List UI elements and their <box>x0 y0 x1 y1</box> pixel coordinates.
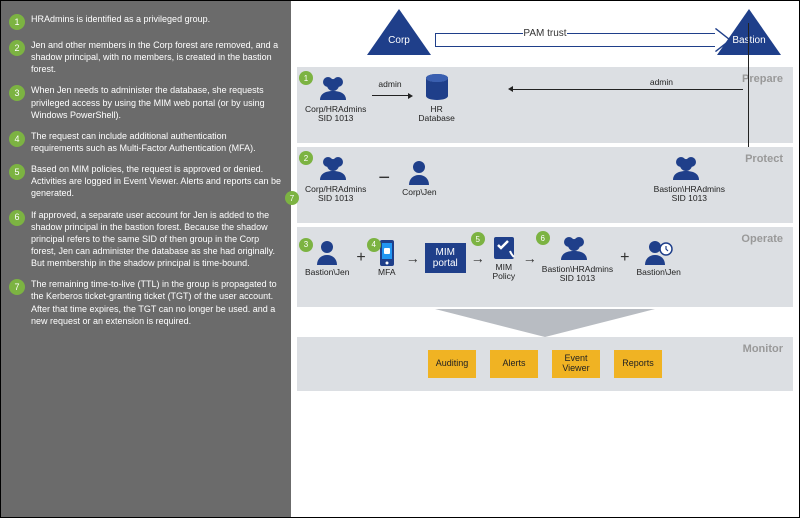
step-num-4: 4 <box>9 131 25 147</box>
chevron-down <box>435 309 655 337</box>
admin-arrow-long <box>513 89 743 90</box>
badge-6: 6 <box>536 231 550 245</box>
corp-hradmins-label-2: Corp/HRAdmins SID 1013 <box>305 185 366 204</box>
corp-label: Corp <box>367 35 431 46</box>
monitor-auditing: Auditing <box>428 350 476 378</box>
bastion-triangle <box>717 9 781 55</box>
corp-jen-label: Corp\Jen <box>402 188 437 197</box>
step-text-6: If approved, a separate user account for… <box>31 209 281 270</box>
lane-protect-title: Protect <box>745 153 783 165</box>
arrow-icon-1: → <box>404 250 422 266</box>
step-text-5: Based on MIM policies, the request is ap… <box>31 163 281 199</box>
mim-policy-label: MIM Policy <box>492 263 515 282</box>
mfa-label: MFA <box>378 268 395 277</box>
entity-bastion-hradmins-2: 6 Bastion\HRAdmins SID 1013 <box>542 233 613 284</box>
lane-monitor: Monitor Auditing Alerts Event Viewer Rep… <box>297 337 793 391</box>
group-icon <box>559 233 595 263</box>
user-clock-icon <box>645 240 673 266</box>
entity-bastion-jen-1: 3 Bastion\Jen <box>305 240 349 277</box>
group-icon <box>318 73 354 103</box>
step-text-3: When Jen needs to administer the databas… <box>31 84 281 120</box>
corp-hradmins-label-1: Corp/HRAdmins SID 1013 <box>305 105 366 124</box>
corp-triangle <box>367 9 431 55</box>
lane-protect: Protect 2 Corp/HRAdmins SID 1013 − Corp\… <box>297 147 793 223</box>
monitor-alerts: Alerts <box>490 350 538 378</box>
badge-4: 4 <box>367 238 381 252</box>
steps-panel: 1 HRAdmins is identified as a privileged … <box>1 1 291 517</box>
step-6: 6 If approved, a separate user account fo… <box>9 209 281 270</box>
plus-icon-2: + <box>616 249 633 267</box>
step-3: 3 When Jen needs to administer the databa… <box>9 84 281 120</box>
step-num-6: 6 <box>9 210 25 226</box>
entity-mim-policy: MIM Policy <box>490 235 518 282</box>
step-text-2: Jen and other members in the Corp forest… <box>31 39 281 75</box>
step-num-2: 2 <box>9 40 25 56</box>
step-5: 5 Based on MIM policies, the request is a… <box>9 163 281 199</box>
bastion-hradmins-label-1: Bastion\HRAdmins SID 1013 <box>654 185 725 204</box>
bastion-jen-label-2: Bastion\Jen <box>636 268 680 277</box>
step-2: 2 Jen and other members in the Corp fores… <box>9 39 281 75</box>
diagram-root: 1 HRAdmins is identified as a privileged … <box>1 1 799 517</box>
group-icon <box>318 153 354 183</box>
step-text-1: HRAdmins is identified as a privileged g… <box>31 13 281 30</box>
step-num-1: 1 <box>9 14 25 30</box>
entity-mim-portal: MIM portal <box>425 243 466 273</box>
step-text-4: The request can include additional authe… <box>31 130 281 154</box>
step-text-7: The remaining time-to-live (TTL) in the … <box>31 278 281 327</box>
arrow-icon-3: → <box>521 250 539 266</box>
step-4: 4 The request can include additional auth… <box>9 130 281 154</box>
user-icon <box>405 160 433 186</box>
hr-db-label: HR Database <box>418 105 454 124</box>
monitor-event-viewer: Event Viewer <box>552 350 600 378</box>
plus-icon-1: + <box>352 249 369 267</box>
trust-label: PAM trust <box>523 28 566 39</box>
badge-5: 5 <box>471 232 485 246</box>
entity-corp-jen: Corp\Jen <box>402 160 437 197</box>
policy-icon <box>490 235 518 261</box>
minus-icon: − <box>372 167 396 190</box>
admin-text-2: admin <box>650 77 673 87</box>
admin-arrow-1 <box>372 95 408 96</box>
trust-row: Corp PAM trust Bastion <box>297 7 793 63</box>
entity-bastion-jen-2: Bastion\Jen <box>636 240 680 277</box>
trust-arrow <box>435 33 715 47</box>
step-num-7: 7 <box>9 279 25 295</box>
entity-corp-hradmins-1: 1 Corp/HRAdmins SID 1013 <box>305 73 366 124</box>
step-num-3: 3 <box>9 85 25 101</box>
group-icon <box>671 153 707 183</box>
diagram-panel: Corp PAM trust Bastion Prepare 1 Corp/HR… <box>291 1 799 517</box>
bastion-jen-label-1: Bastion\Jen <box>305 268 349 277</box>
monitor-reports: Reports <box>614 350 662 378</box>
step-num-5: 5 <box>9 164 25 180</box>
user-icon <box>313 240 341 266</box>
bastion-hradmins-label-2: Bastion\HRAdmins SID 1013 <box>542 265 613 284</box>
entity-mfa: 4 MFA <box>373 240 401 277</box>
bastion-label: Bastion <box>717 35 781 46</box>
badge-1: 1 <box>299 71 313 85</box>
lane-operate: Operate 3 Bastion\Jen + 4 MFA → <box>297 227 793 307</box>
lane-prepare: Prepare 1 Corp/HRAdmins SID 1013 admin <box>297 67 793 143</box>
entity-corp-hradmins-2: 2 Corp/HRAdmins SID 1013 <box>305 153 366 204</box>
badge-3: 3 <box>299 238 313 252</box>
entity-bastion-hradmins-1: Bastion\HRAdmins SID 1013 <box>654 153 725 204</box>
database-icon <box>419 73 455 103</box>
badge-7: 7 <box>285 191 299 205</box>
admin-text-1: admin <box>378 79 401 89</box>
lane-monitor-title: Monitor <box>743 343 783 355</box>
mim-portal-box: MIM portal <box>425 243 466 273</box>
arrow-icon-2: → <box>469 250 487 266</box>
step-7: 7 The remaining time-to-live (TTL) in the… <box>9 278 281 327</box>
step-1: 1 HRAdmins is identified as a privileged … <box>9 13 281 30</box>
badge-2: 2 <box>299 151 313 165</box>
lane-operate-title: Operate <box>741 233 783 245</box>
entity-hr-db: HR Database <box>418 73 454 124</box>
